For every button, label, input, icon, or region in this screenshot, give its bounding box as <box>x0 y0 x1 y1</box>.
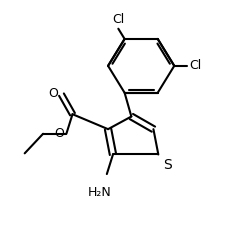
Text: Cl: Cl <box>112 14 124 26</box>
Text: H₂N: H₂N <box>88 185 111 199</box>
Text: O: O <box>49 87 59 100</box>
Text: Cl: Cl <box>189 59 202 72</box>
Text: S: S <box>163 158 172 172</box>
Text: O: O <box>55 127 64 140</box>
